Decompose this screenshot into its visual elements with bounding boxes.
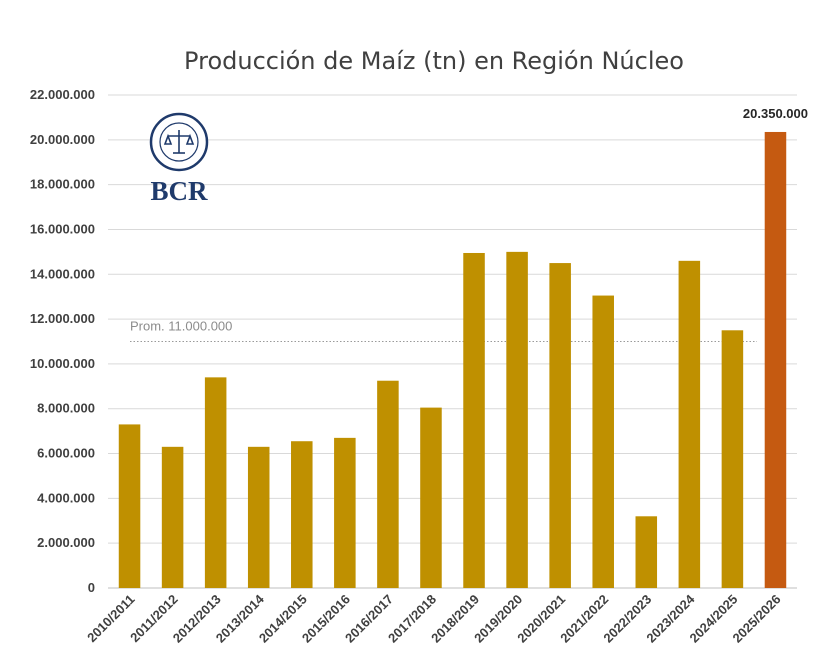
data-label: 20.350.000 <box>743 106 808 121</box>
y-tick-label: 12.000.000 <box>30 311 95 326</box>
y-tick-label: 4.000.000 <box>37 490 95 505</box>
data-labels: 20.350.000 <box>743 106 808 121</box>
y-tick-label: 20.000.000 <box>30 132 95 147</box>
bar-2014-2015 <box>291 441 313 588</box>
seal-inner-ring <box>159 122 199 162</box>
bar-2019-2020 <box>506 251 528 588</box>
y-tick-label: 16.000.000 <box>30 221 95 236</box>
y-tick-label: 18.000.000 <box>30 177 95 192</box>
y-axis-ticks: 0 2.000.000 4.000.000 6.000.000 8.000.000 10.… <box>30 87 95 595</box>
y-tick-label: 8.000.000 <box>37 401 95 416</box>
bar-2025-2026 <box>764 131 787 588</box>
bar-2011-2012 <box>161 446 184 588</box>
bar-2023-2024 <box>678 260 701 588</box>
bar-2018-2019 <box>463 252 485 589</box>
scales-icon <box>163 130 195 154</box>
logo-text: BCR <box>150 176 208 206</box>
y-tick-label: 22.000.000 <box>30 87 95 102</box>
bar-2021-2022 <box>592 295 614 588</box>
bcr-logo: BCR <box>149 112 209 206</box>
bar-2016-2017 <box>377 380 399 588</box>
y-tick-label: 6.000.000 <box>37 446 95 461</box>
bar-2020-2021 <box>549 263 571 588</box>
bar-2024-2025 <box>721 330 744 588</box>
y-tick-label: 10.000.000 <box>30 356 95 371</box>
average-line-group: Prom. 11.000.000 <box>130 319 757 342</box>
chart-title: Producción de Maíz (tn) en Región Núcleo <box>184 47 684 75</box>
bar-2013-2014 <box>247 446 270 588</box>
bar-2022-2023 <box>635 516 658 588</box>
bar-2012-2013 <box>204 377 227 588</box>
y-tick-label: 0 <box>88 580 95 595</box>
bar-2017-2018 <box>420 407 442 588</box>
y-tick-label: 14.000.000 <box>30 266 95 281</box>
y-tick-label: 2.000.000 <box>37 535 95 550</box>
bars <box>118 131 787 589</box>
bar-2015-2016 <box>334 437 356 588</box>
average-label: Prom. 11.000.000 <box>130 319 232 334</box>
bar-2010-2011 <box>118 424 141 588</box>
x-axis-ticks: 2010/20112011/20122012/20132013/20142014… <box>84 591 783 646</box>
